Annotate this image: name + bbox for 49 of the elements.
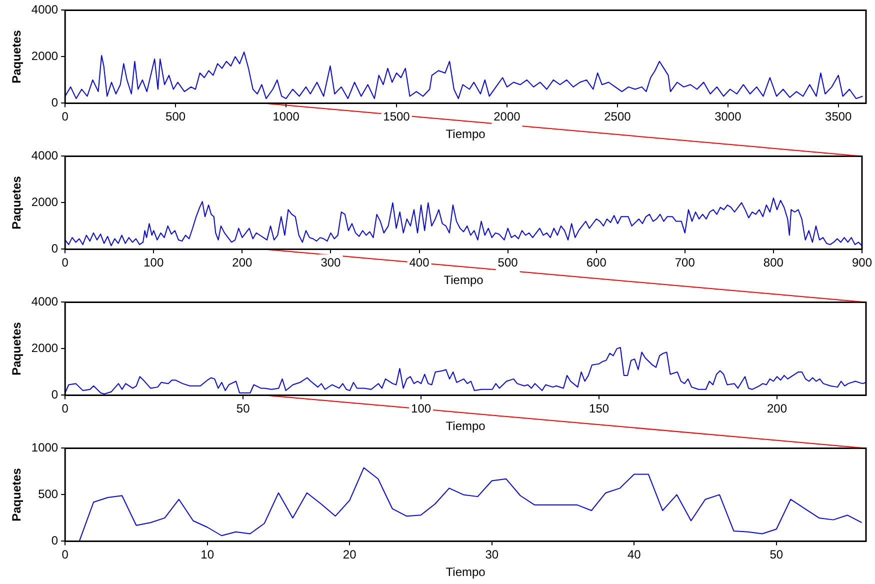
x-tick-label: 1000 [272, 110, 300, 124]
x-tick-label: 600 [586, 256, 607, 270]
x-tick-label: 50 [236, 402, 250, 416]
x-tick-label: 30 [485, 548, 499, 562]
y-axis-title: Paquetes [10, 30, 24, 84]
x-axis-title: Tiempo [444, 273, 484, 288]
x-axis-title: Tiempo [446, 419, 486, 434]
x-tick-label: 100 [411, 402, 432, 416]
x-tick-label: 2000 [494, 110, 521, 124]
x-tick-label: 800 [763, 256, 784, 270]
y-tick-label: 500 [38, 487, 58, 502]
y-tick-label: 4000 [31, 2, 58, 17]
x-tick-label: 50 [770, 548, 784, 562]
x-tick-label: 700 [674, 256, 696, 270]
x-tick-label: 3000 [714, 110, 742, 124]
x-tick-label: 10 [200, 548, 214, 562]
x-tick-label: 0 [62, 548, 69, 562]
x-tick-label: 0 [62, 110, 69, 124]
y-tick-label: 2000 [31, 341, 58, 356]
x-tick-label: 300 [320, 256, 342, 270]
y-tick-label: 0 [51, 388, 58, 402]
y-tick-label: 1000 [31, 440, 58, 455]
x-tick-label: 200 [232, 256, 253, 270]
y-axis-title: Paquetes [10, 176, 24, 230]
x-tick-label: 500 [166, 110, 186, 124]
x-axis-title: Tiempo [446, 127, 486, 142]
x-axis-title: Tiempo [446, 565, 486, 580]
x-tick-label: 150 [589, 402, 610, 416]
y-tick-label: 2000 [31, 195, 58, 210]
y-axis-title: Paquetes [10, 322, 24, 376]
x-tick-label: 900 [852, 256, 872, 270]
x-tick-label: 2500 [604, 110, 632, 124]
x-tick-label: 20 [342, 548, 357, 562]
x-tick-label: 3500 [825, 110, 852, 124]
x-tick-label: 0 [62, 256, 69, 270]
x-tick-label: 1500 [383, 110, 410, 124]
y-tick-label: 0 [51, 534, 58, 548]
x-tick-label: 100 [144, 256, 164, 270]
y-tick-label: 0 [51, 96, 58, 110]
x-tick-label: 0 [62, 402, 69, 416]
y-tick-label: 4000 [31, 148, 58, 163]
x-tick-label: 40 [627, 548, 642, 562]
y-tick-label: 0 [51, 242, 58, 256]
y-tick-label: 4000 [31, 294, 58, 309]
x-tick-label: 400 [409, 256, 430, 270]
y-axis-title: Paquetes [10, 468, 24, 522]
x-tick-label: 500 [498, 256, 518, 270]
y-tick-label: 2000 [31, 49, 58, 64]
x-tick-label: 200 [766, 402, 788, 416]
